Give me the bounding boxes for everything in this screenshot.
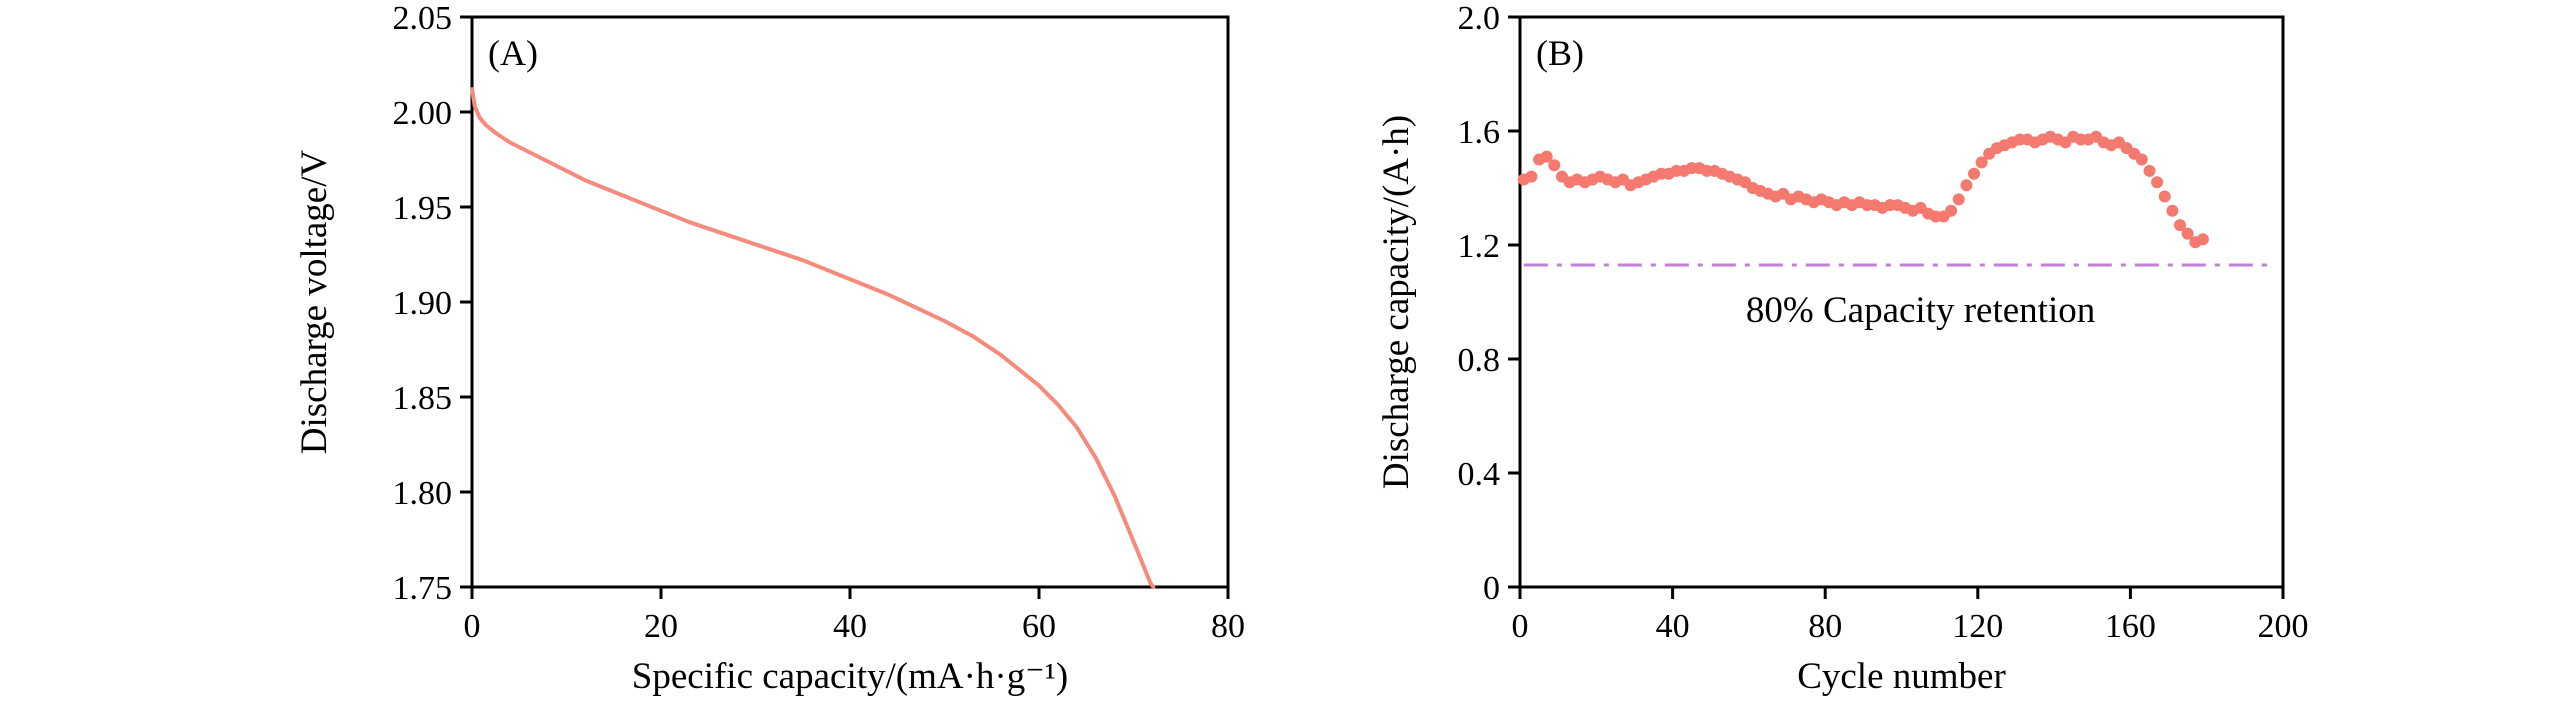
data-point <box>2174 219 2186 232</box>
y-tick-label: 1.6 <box>1458 114 1501 151</box>
plot-box <box>1518 15 2285 589</box>
x-tick-label: 40 <box>833 608 867 645</box>
x-tick-label: 120 <box>1952 608 2003 645</box>
data-point <box>1548 159 1561 172</box>
x-tick-label: 60 <box>1022 608 1056 645</box>
data-point <box>1952 193 1965 206</box>
retention-annotation: 80% Capacity retention <box>1746 290 2095 331</box>
data-point <box>2181 227 2194 240</box>
y-tick-label: 1.2 <box>1458 228 1501 265</box>
data-point <box>1540 150 1553 163</box>
x-tick-label: 40 <box>1656 608 1690 645</box>
x-tick-label: 80 <box>1211 608 1245 645</box>
data-point <box>1975 156 1988 169</box>
y-tick-label: 1.95 <box>393 190 453 227</box>
x-tick-label: 0 <box>1512 608 1529 645</box>
data-point <box>1960 179 1973 192</box>
x-tick-label: 200 <box>2258 608 2309 645</box>
y-tick-label: 2.05 <box>393 0 453 37</box>
data-point <box>2143 164 2156 177</box>
data-point <box>1968 167 1980 180</box>
x-tick-label: 0 <box>464 608 481 645</box>
data-point <box>1525 170 1538 183</box>
data-point <box>1945 204 1958 217</box>
data-point <box>2166 204 2179 217</box>
y-tick-label: 2.0 <box>1458 0 1501 37</box>
data-point <box>2135 153 2148 166</box>
x-tick-label: 160 <box>2105 608 2156 645</box>
y-tick-label: 1.80 <box>393 475 453 512</box>
data-point <box>2158 190 2171 203</box>
x-tick-label: 80 <box>1808 608 1842 645</box>
y-tick-label: 1.75 <box>393 570 453 607</box>
y-tick-label: 0.4 <box>1458 456 1501 493</box>
x-axis-title: Cycle number <box>1797 656 2006 697</box>
y-axis-title: Discharge voltage/V <box>294 149 335 454</box>
x-tick-label: 20 <box>644 608 678 645</box>
x-axis-title: Specific capacity/(mA·h·g⁻¹) <box>632 656 1068 697</box>
panel-b-chart: 0 40 80 120 160 200 0 0.4 0.8 1.2 1.6 2.0 Cycle numb… <box>1376 0 2309 697</box>
y-tick-label: 1.90 <box>393 285 453 322</box>
data-point <box>2151 176 2164 189</box>
plot-box <box>470 15 1230 589</box>
y-tick-label: 0 <box>1483 570 1500 607</box>
y-tick-label: 2.00 <box>393 95 453 132</box>
panel-label: (A) <box>488 33 538 73</box>
y-tick-label: 0.8 <box>1458 342 1501 379</box>
data-point <box>2196 233 2209 246</box>
panel-label: (B) <box>1536 33 1584 73</box>
discharge-capacity-points <box>1517 130 2209 249</box>
y-axis-title: Discharge capacity/(A·h) <box>1376 115 1417 489</box>
discharge-voltage-curve <box>470 87 1156 589</box>
panel-a-chart: 0 20 40 60 80 1.75 1.80 1.85 1.90 1.95 2.00 2.05 Spe… <box>294 0 1245 697</box>
y-tick-label: 1.85 <box>393 380 453 417</box>
